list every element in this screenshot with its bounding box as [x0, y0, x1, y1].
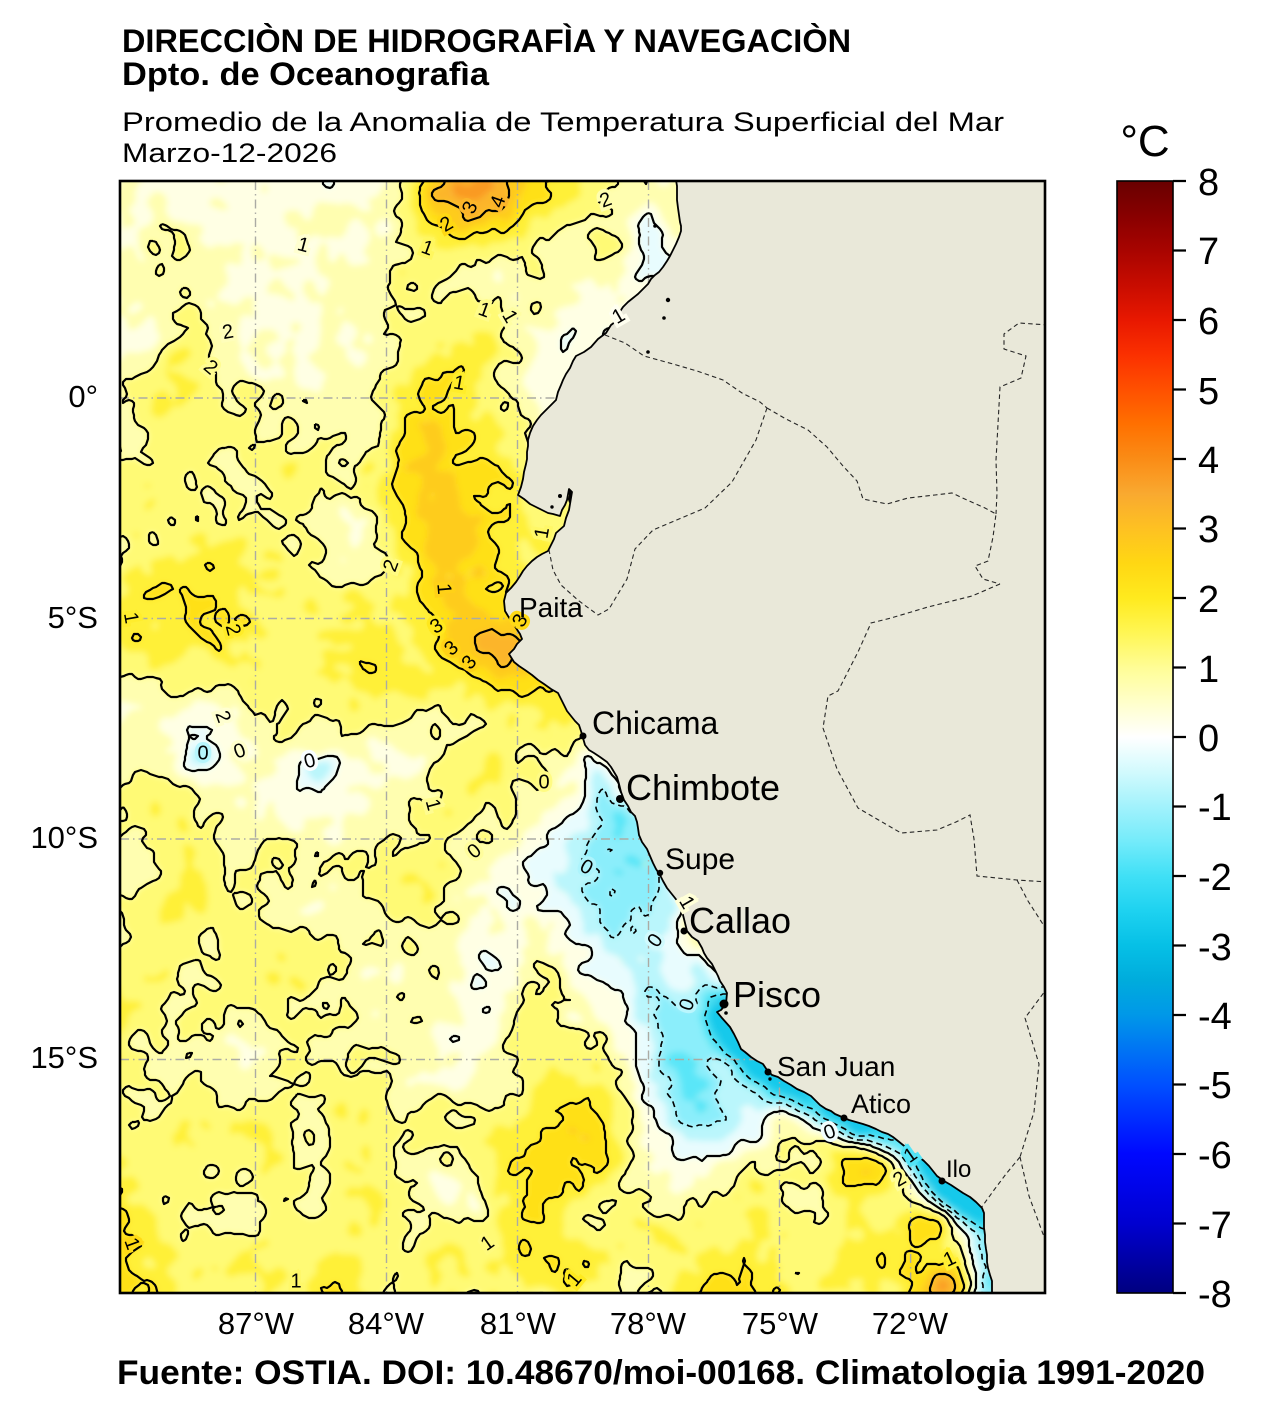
svg-text:DIRECCIÒN DE HIDROGRAFÌA Y NAV: DIRECCIÒN DE HIDROGRAFÌA Y NAVEGACIÒN	[122, 23, 851, 59]
svg-text:Atico: Atico	[851, 1089, 911, 1119]
svg-text:Callao: Callao	[689, 900, 791, 941]
svg-text:84°W: 84°W	[348, 1306, 425, 1341]
svg-text:°C: °C	[1120, 117, 1169, 166]
svg-text:2: 2	[1198, 579, 1219, 621]
svg-text:-8: -8	[1198, 1274, 1232, 1316]
svg-text:87°W: 87°W	[218, 1306, 295, 1341]
svg-text:0°: 0°	[68, 379, 98, 414]
svg-text:-2: -2	[1198, 857, 1232, 899]
svg-text:Pisco: Pisco	[733, 974, 821, 1015]
svg-text:Dpto. de Oceanografìa: Dpto. de Oceanografìa	[122, 56, 489, 92]
svg-text:1: 1	[290, 1270, 301, 1292]
svg-text:15°S: 15°S	[30, 1040, 98, 1075]
svg-text:Marzo-12-2026: Marzo-12-2026	[122, 138, 337, 168]
svg-text:75°W: 75°W	[742, 1306, 819, 1341]
svg-text:San Juan: San Juan	[777, 1051, 895, 1082]
svg-text:-7: -7	[1198, 1205, 1232, 1247]
svg-text:3: 3	[1198, 509, 1219, 551]
svg-text:Chimbote: Chimbote	[626, 767, 780, 808]
svg-text:10°S: 10°S	[30, 820, 98, 855]
svg-text:1: 1	[432, 582, 455, 595]
svg-text:-5: -5	[1198, 1065, 1232, 1107]
svg-text:Fuente: OSTIA. DOI: 10.48670/m: Fuente: OSTIA. DOI: 10.48670/moi-00168. …	[117, 1354, 1205, 1392]
svg-text:Chicama: Chicama	[592, 705, 718, 741]
svg-text:81°W: 81°W	[480, 1306, 557, 1341]
svg-text:Promedio de la Anomalia de Tem: Promedio de la Anomalia de Temperatura S…	[122, 107, 1004, 137]
svg-text:72°W: 72°W	[872, 1306, 949, 1341]
svg-text:5°S: 5°S	[48, 600, 98, 635]
svg-text:78°W: 78°W	[610, 1306, 687, 1341]
svg-text:-6: -6	[1198, 1135, 1232, 1177]
svg-text:0: 0	[1198, 718, 1219, 760]
svg-text:-3: -3	[1198, 927, 1232, 969]
svg-text:Ilo: Ilo	[946, 1156, 971, 1183]
svg-text:0: 0	[197, 742, 208, 764]
svg-text:1: 1	[1198, 649, 1219, 691]
svg-text:4: 4	[1198, 440, 1219, 482]
svg-text:6: 6	[1198, 301, 1219, 343]
svg-text:-4: -4	[1198, 996, 1232, 1038]
svg-text:0: 0	[538, 771, 549, 793]
svg-text:Supe: Supe	[665, 843, 735, 876]
svg-text:7: 7	[1198, 231, 1219, 273]
svg-text:5: 5	[1198, 371, 1219, 413]
svg-text:-1: -1	[1198, 787, 1232, 829]
svg-text:8: 8	[1198, 162, 1219, 204]
svg-text:Paita: Paita	[519, 592, 583, 623]
